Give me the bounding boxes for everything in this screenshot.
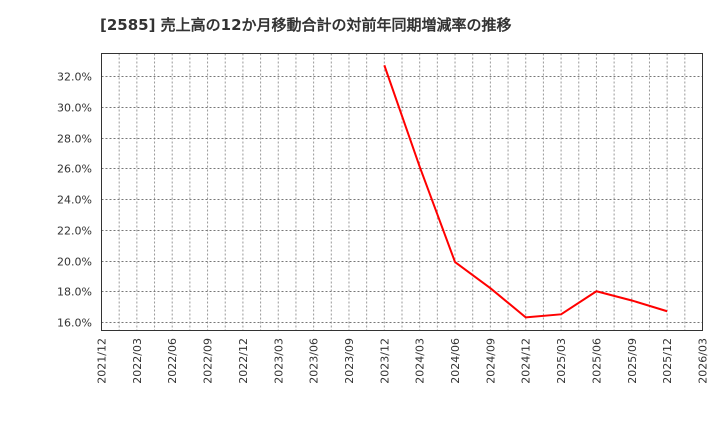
x-tick-label: 2024/12 [520,338,533,384]
x-tick-label: 2025/12 [661,338,674,384]
x-tick-label: 2025/09 [626,338,639,384]
x-tick-label: 2023/06 [308,338,321,384]
x-tick-label: 2024/03 [414,338,427,384]
y-axis-tick-labels: 16.0% 18.0% 20.0% 22.0% 24.0% 26.0% 28.0% 30.0%… [57,71,92,330]
x-tick-label: 2026/03 [697,338,710,384]
x-tick-label: 2024/06 [449,338,462,384]
y-tick-label: 26.0% [57,163,92,176]
data-series [383,64,668,319]
y-tick-label: 28.0% [57,133,92,146]
x-tick-label: 2022/12 [237,338,250,384]
plot-frame [101,53,703,331]
y-tick-label: 18.0% [57,286,92,299]
y-tick-label: 32.0% [57,71,92,84]
y-tick-label: 20.0% [57,256,92,269]
x-tick-label: 2024/09 [484,338,497,384]
x-tick-label: 2025/03 [555,338,568,384]
x-tick-label: 2022/09 [202,338,215,384]
y-tick-label: 16.0% [57,317,92,330]
x-axis-tick-labels: 2021/12 2022/03 2022/06 2022/09 2022/12 2023/… [96,338,710,384]
x-tick-label: 2022/06 [166,338,179,384]
x-tick-label: 2022/03 [131,338,144,384]
y-tick-label: 22.0% [57,225,92,238]
x-tick-label: 2023/03 [272,338,285,384]
grid-lines [101,53,703,331]
x-tick-label: 2023/09 [343,338,356,384]
x-tick-label: 2025/06 [590,338,603,384]
y-tick-label: 30.0% [57,102,92,115]
series-line [383,64,668,319]
x-tick-label: 2021/12 [96,338,109,384]
y-tick-label: 24.0% [57,194,92,207]
chart-title: [2585] 売上高の12か月移動合計の対前年同期増減率の推移 [100,16,512,34]
x-tick-label: 2023/12 [378,338,391,384]
